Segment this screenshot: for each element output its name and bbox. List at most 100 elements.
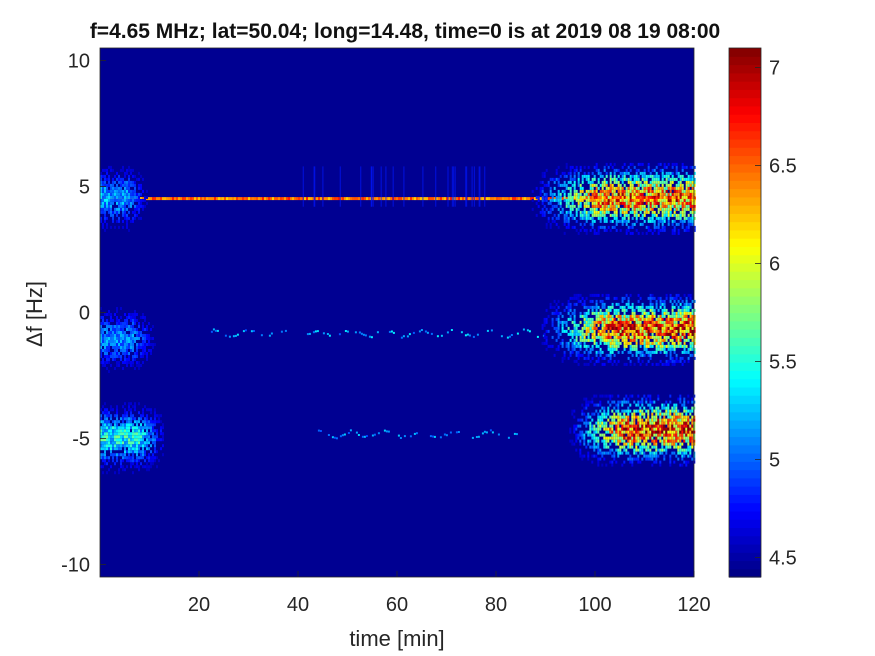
heatmap-cell <box>120 453 122 457</box>
heatmap-cell <box>639 183 642 187</box>
heatmap-cell <box>609 186 612 190</box>
heatmap-cell <box>645 436 648 440</box>
colorbar-segment <box>729 543 761 553</box>
heatmap-cell <box>625 421 628 425</box>
heatmap-cell <box>665 195 668 199</box>
heatmap-cell <box>102 198 104 202</box>
heatmap-cell <box>673 314 676 318</box>
heatmap-cell <box>627 180 630 184</box>
heatmap-cell <box>130 417 132 421</box>
heatmap-cell <box>154 420 156 424</box>
heatmap-cell <box>641 186 644 190</box>
heatmap-cell <box>110 408 112 412</box>
heatmap-cell <box>675 192 678 196</box>
heatmap-cell <box>629 231 632 235</box>
heatmap-cell <box>623 198 626 202</box>
heatmap-cell <box>651 409 654 413</box>
heatmap-cell <box>639 308 642 312</box>
heatmap-cell <box>575 427 578 431</box>
heatmap-cell <box>140 201 142 205</box>
heatmap-cell <box>643 353 646 357</box>
heatmap-cell <box>617 400 620 404</box>
heatmap-cell <box>569 213 572 217</box>
heatmap-cell <box>152 325 154 328</box>
heatmap-cell <box>593 439 596 443</box>
heatmap-cell <box>611 329 614 333</box>
heatmap-cell <box>609 350 612 354</box>
heatmap-cell <box>617 186 620 190</box>
heatmap-cell <box>597 350 600 354</box>
heatmap-cell <box>639 195 642 199</box>
heatmap-cell <box>377 432 380 435</box>
heatmap-cell <box>619 427 622 431</box>
heatmap-cell <box>635 180 638 184</box>
heatmap-cell <box>418 197 420 201</box>
heatmap-cell <box>555 216 558 220</box>
heatmap-cell <box>142 343 144 346</box>
heatmap-cell <box>140 414 142 418</box>
heatmap-cell <box>104 337 106 340</box>
heatmap-cell <box>430 332 433 335</box>
heatmap-cell <box>595 168 598 172</box>
heatmap-cell <box>581 186 584 190</box>
heatmap-cell <box>613 415 616 419</box>
heatmap-cell <box>629 421 632 425</box>
heatmap-cell <box>671 323 674 327</box>
heatmap-cell <box>140 435 142 439</box>
heatmap-cell <box>361 435 364 438</box>
heatmap-cell <box>625 207 628 211</box>
heatmap-cell <box>555 195 558 199</box>
heatmap-cell <box>593 174 596 178</box>
heatmap-cell <box>683 350 686 354</box>
heatmap-cell <box>689 448 692 452</box>
heatmap-cell <box>593 207 596 211</box>
heatmap-cell <box>298 197 300 201</box>
heatmap-cell <box>593 177 596 181</box>
heatmap-cell <box>577 180 580 184</box>
heatmap-cell <box>617 427 620 431</box>
heatmap-cell <box>591 338 594 342</box>
heatmap-cell <box>406 335 409 338</box>
heatmap-cell <box>573 192 576 196</box>
heatmap-cell <box>611 350 614 354</box>
heatmap-cell <box>653 168 656 172</box>
heatmap-cell <box>124 319 126 322</box>
heatmap-cell <box>681 451 684 455</box>
heatmap-cell <box>154 417 156 421</box>
heatmap-cell <box>623 216 626 220</box>
heatmap-cell <box>106 192 108 196</box>
heatmap-cell <box>655 174 658 178</box>
heatmap-cell <box>651 406 654 410</box>
heatmap-cell <box>108 432 110 436</box>
heatmap-cell <box>633 192 636 196</box>
heatmap-cell <box>625 424 628 428</box>
heatmap-cell <box>587 430 590 434</box>
heatmap-cell <box>577 201 580 205</box>
heatmap-cell <box>587 317 590 321</box>
heatmap-cell <box>571 439 574 443</box>
heatmap-cell <box>683 347 686 351</box>
colorbar-tick-label: 4.5 <box>769 547 797 569</box>
heatmap-cell <box>573 427 576 431</box>
heatmap-cell <box>110 186 112 190</box>
heatmap-cell <box>120 444 122 448</box>
heatmap-cell <box>128 361 130 364</box>
heatmap-cell <box>601 356 604 360</box>
heatmap-cell <box>685 326 688 330</box>
heatmap-cell <box>677 415 680 419</box>
heatmap-cell <box>126 222 128 226</box>
heatmap-cell <box>429 435 432 438</box>
heatmap-cell <box>439 436 442 439</box>
heatmap-cell <box>675 222 678 226</box>
heatmap-cell <box>589 400 592 404</box>
heatmap-cell <box>573 332 576 336</box>
heatmap-cell <box>647 183 650 187</box>
heatmap-cell <box>643 198 646 202</box>
heatmap-cell <box>687 409 690 413</box>
heatmap-cell <box>134 322 136 325</box>
heatmap-cell <box>563 171 566 175</box>
heatmap-cell <box>691 320 694 324</box>
heatmap-cell <box>637 317 640 321</box>
heatmap-cell <box>134 402 136 406</box>
heatmap-cell <box>146 358 148 361</box>
